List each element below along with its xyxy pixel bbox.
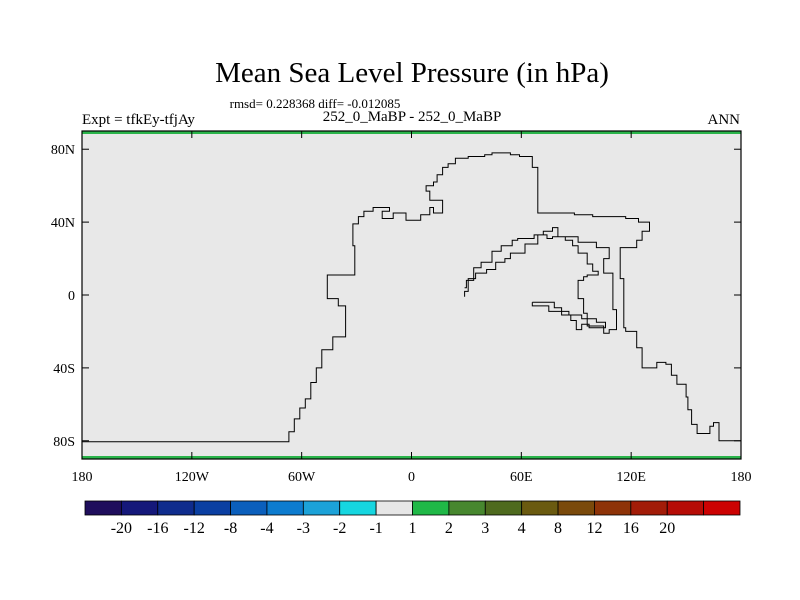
colorbar-swatch [302,500,341,516]
colorbar-label: 4 [518,520,526,537]
colorbar-swatch [521,500,559,516]
colorbar-label: -2 [333,520,346,537]
colorbar-swatch [84,500,122,516]
coastline-2 [464,227,617,334]
colorbar-label: -4 [260,520,273,537]
colorbar-swatch [375,500,413,516]
experiment-label: Expt = tfkEy-tfjAy [82,112,195,128]
map-panel: 80N 40N 0 40S 80S 180 120W 60W 0 60E 120E 180 [51,130,752,485]
season-label: ANN [708,112,741,128]
map-background [82,131,741,459]
lon-tick-label: 120E [616,470,646,485]
colorbar-swatch [484,500,523,516]
colorbar-label: 12 [586,520,602,537]
lat-tick-label: 0 [68,289,75,304]
stats-line: rmsd= 0.228368 diff= -0.012085 [230,96,401,111]
colorbar-swatch [666,500,705,516]
colorbar-swatch [703,500,741,516]
colorbar-swatch [339,500,377,516]
colorbar-swatch [448,500,486,516]
lon-tick-label: 60E [510,470,533,485]
colorbar-label: 16 [623,520,639,537]
colorbar-swatch [630,500,668,516]
colorbar-swatch [120,500,159,516]
colorbar-label: -8 [224,520,237,537]
lat-tick-label: 40S [53,362,75,377]
colorbar-label: -1 [369,520,382,537]
colorbar-label: 3 [481,520,489,537]
colorbar-swatch [230,500,268,516]
colorbar-label: 8 [554,520,562,537]
colorbar: -20 -16 -12 -8 -4 -3 -2 -1 1 2 3 4 8 12 16 20 [84,500,741,537]
colorbar-label: -12 [184,520,205,537]
colorbar-label: 2 [445,520,453,537]
colorbar-swatch [412,500,450,516]
lon-tick-label: 180 [731,470,752,485]
lon-tick-label: 180 [72,470,93,485]
coastline-3 [531,301,606,331]
comparison-label: 252_0_MaBP - 252_0_MaBP [323,109,502,125]
colorbar-label: -20 [111,520,132,537]
lon-tick-label: 0 [408,470,415,485]
figure-title: Mean Sea Level Pressure (in hPa) [215,57,609,89]
colorbar-swatch [157,500,195,516]
colorbar-label: -16 [147,520,168,537]
colorbar-label: -3 [297,520,310,537]
colorbar-swatch [193,500,231,516]
colorbar-swatch [557,500,595,516]
colorbar-swatch [266,500,304,516]
lat-tick-label: 40N [51,216,75,231]
colorbar-label: 20 [659,520,675,537]
lat-tick-label: 80S [53,435,75,450]
lat-tick-label: 80N [51,143,75,158]
colorbar-label: 1 [409,520,417,537]
coastline-1 [82,152,741,443]
lon-tick-label: 120W [175,470,210,485]
colorbar-swatch [594,500,632,516]
lon-tick-label: 60W [288,470,316,485]
